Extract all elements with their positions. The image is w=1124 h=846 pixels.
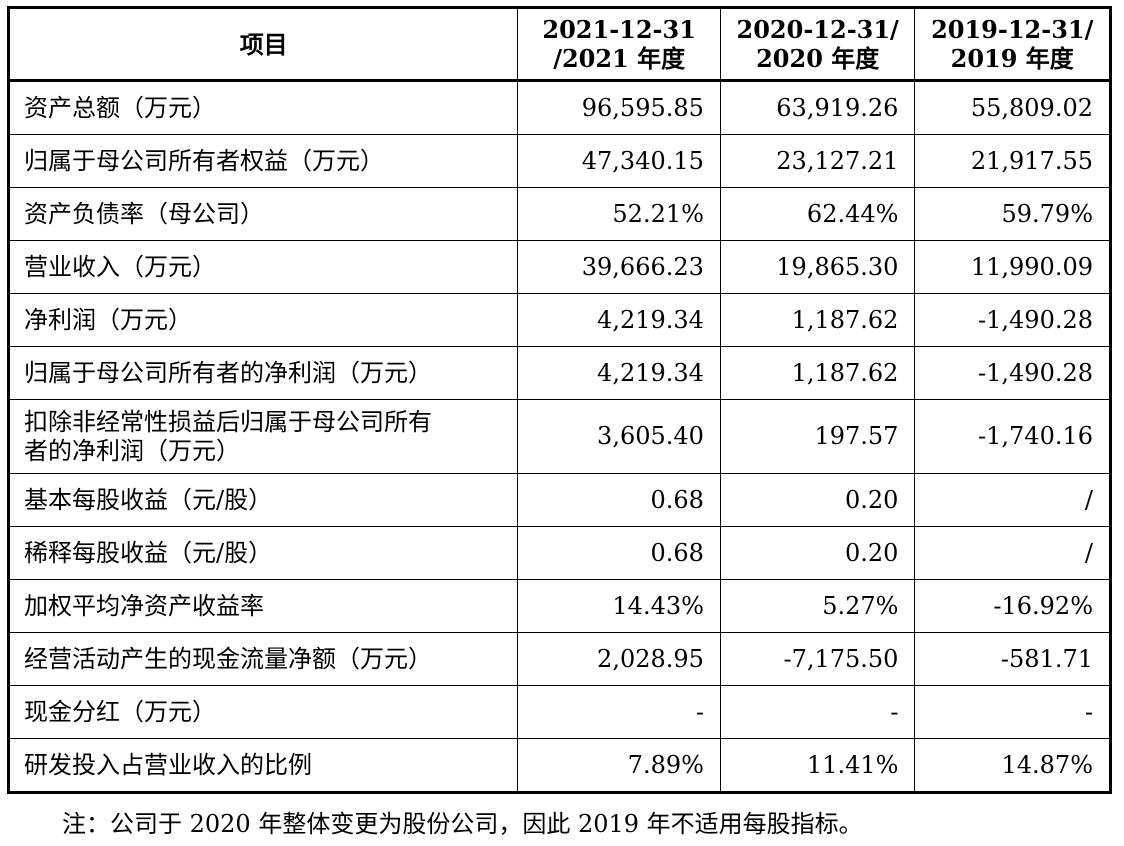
table-row: 经营活动产生的现金流量净额（万元） 2,028.95 -7,175.50 -58… (7, 632, 1111, 686)
row-label: 归属于母公司所有者的净利润（万元） (7, 346, 519, 400)
row-label: 加权平均净资产收益率 (7, 579, 519, 633)
value-2020: 23,127.21 (719, 134, 916, 188)
value-2021: 52.21% (517, 187, 721, 241)
value-2019: 21,917.55 (914, 134, 1111, 188)
row-label: 现金分红（万元） (7, 685, 519, 739)
value-2020: 5.27% (719, 579, 916, 633)
value-2021: 4,219.34 (517, 293, 721, 347)
value-2020: 11.41% (719, 738, 916, 793)
table-row: 稀释每股收益（元/股） 0.68 0.20 / (7, 526, 1111, 580)
table-row: 归属于母公司所有者的净利润（万元） 4,219.34 1,187.62 -1,4… (7, 346, 1111, 400)
row-label: 稀释每股收益（元/股） (7, 526, 519, 580)
value-2020: -7,175.50 (719, 632, 916, 686)
value-2020: 19,865.30 (719, 240, 916, 294)
footnote: 注：公司于 2020 年整体变更为股份公司，因此 2019 年不适用每股指标。 (62, 810, 863, 838)
value-2020: 62.44% (719, 187, 916, 241)
value-2021: 96,595.85 (517, 80, 721, 135)
value-2021: 0.68 (517, 526, 721, 580)
table-row: 基本每股收益（元/股） 0.68 0.20 / (7, 473, 1111, 527)
header-2019-line2: 2019 年度 (950, 44, 1074, 73)
value-2021: 14.43% (517, 579, 721, 633)
row-label-line1: 扣除非经常性损益后归属于母公司所有 (24, 407, 432, 436)
value-2021: 47,340.15 (517, 134, 721, 188)
header-2021-line2: /2021 年度 (553, 44, 686, 73)
value-2021: 7.89% (517, 738, 721, 793)
table-row: 扣除非经常性损益后归属于母公司所有 者的净利润（万元） 3,605.40 197… (7, 399, 1111, 474)
table-row: 现金分红（万元） - - - (7, 685, 1111, 739)
row-label: 资产负债率（母公司） (7, 187, 519, 241)
header-2020-line1: 2020-12-31/ (736, 15, 899, 44)
value-2019: -581.71 (914, 632, 1111, 686)
value-2021: - (517, 685, 721, 739)
value-2020: 1,187.62 (719, 346, 916, 400)
header-2019-line1: 2019-12-31/ (931, 15, 1094, 44)
row-label-line2: 者的净利润（万元） (24, 436, 240, 465)
value-2020: 63,919.26 (719, 80, 916, 135)
table-row: 资产总额（万元） 96,595.85 63,919.26 55,809.02 (7, 80, 1111, 135)
value-2020: 197.57 (719, 399, 916, 474)
value-2019: / (914, 526, 1111, 580)
table-row: 资产负债率（母公司） 52.21% 62.44% 59.79% (7, 187, 1111, 241)
value-2019: -1,740.16 (914, 399, 1111, 474)
value-2020: 1,187.62 (719, 293, 916, 347)
row-label: 资产总额（万元） (7, 80, 519, 135)
row-label: 研发投入占营业收入的比例 (7, 738, 519, 793)
financial-indicators-table: 项目 2021-12-31 /2021 年度 2020-12-31/ 2020 … (7, 6, 1112, 794)
row-label: 基本每股收益（元/股） (7, 473, 519, 527)
value-2019: / (914, 473, 1111, 527)
value-2021: 0.68 (517, 473, 721, 527)
header-2021: 2021-12-31 /2021 年度 (517, 7, 721, 82)
value-2019: - (914, 685, 1111, 739)
table-row: 营业收入（万元） 39,666.23 19,865.30 11,990.09 (7, 240, 1111, 294)
value-2019: 59.79% (914, 187, 1111, 241)
header-row: 项目 2021-12-31 /2021 年度 2020-12-31/ 2020 … (7, 7, 1111, 82)
value-2021: 4,219.34 (517, 346, 721, 400)
value-2019: -1,490.28 (914, 293, 1111, 347)
header-2021-line1: 2021-12-31 (542, 15, 696, 44)
header-item: 项目 (7, 7, 519, 82)
header-2020-line2: 2020 年度 (756, 44, 880, 73)
value-2019: 14.87% (914, 738, 1111, 793)
value-2021: 2,028.95 (517, 632, 721, 686)
row-label: 归属于母公司所有者权益（万元） (7, 134, 519, 188)
value-2019: -1,490.28 (914, 346, 1111, 400)
value-2019: 55,809.02 (914, 80, 1111, 135)
value-2019: 11,990.09 (914, 240, 1111, 294)
value-2020: - (719, 685, 916, 739)
row-label: 扣除非经常性损益后归属于母公司所有 者的净利润（万元） (7, 399, 519, 474)
value-2020: 0.20 (719, 473, 916, 527)
header-item-label: 项目 (239, 29, 288, 59)
header-2019: 2019-12-31/ 2019 年度 (914, 7, 1111, 82)
value-2020: 0.20 (719, 526, 916, 580)
row-label: 净利润（万元） (7, 293, 519, 347)
table-row: 净利润（万元） 4,219.34 1,187.62 -1,490.28 (7, 293, 1111, 347)
row-label: 经营活动产生的现金流量净额（万元） (7, 632, 519, 686)
table-row: 归属于母公司所有者权益（万元） 47,340.15 23,127.21 21,9… (7, 134, 1111, 188)
table-row: 加权平均净资产收益率 14.43% 5.27% -16.92% (7, 579, 1111, 633)
header-2020: 2020-12-31/ 2020 年度 (719, 7, 916, 82)
value-2021: 3,605.40 (517, 399, 721, 474)
value-2021: 39,666.23 (517, 240, 721, 294)
row-label: 营业收入（万元） (7, 240, 519, 294)
value-2019: -16.92% (914, 579, 1111, 633)
table-row: 研发投入占营业收入的比例 7.89% 11.41% 14.87% (7, 738, 1111, 793)
